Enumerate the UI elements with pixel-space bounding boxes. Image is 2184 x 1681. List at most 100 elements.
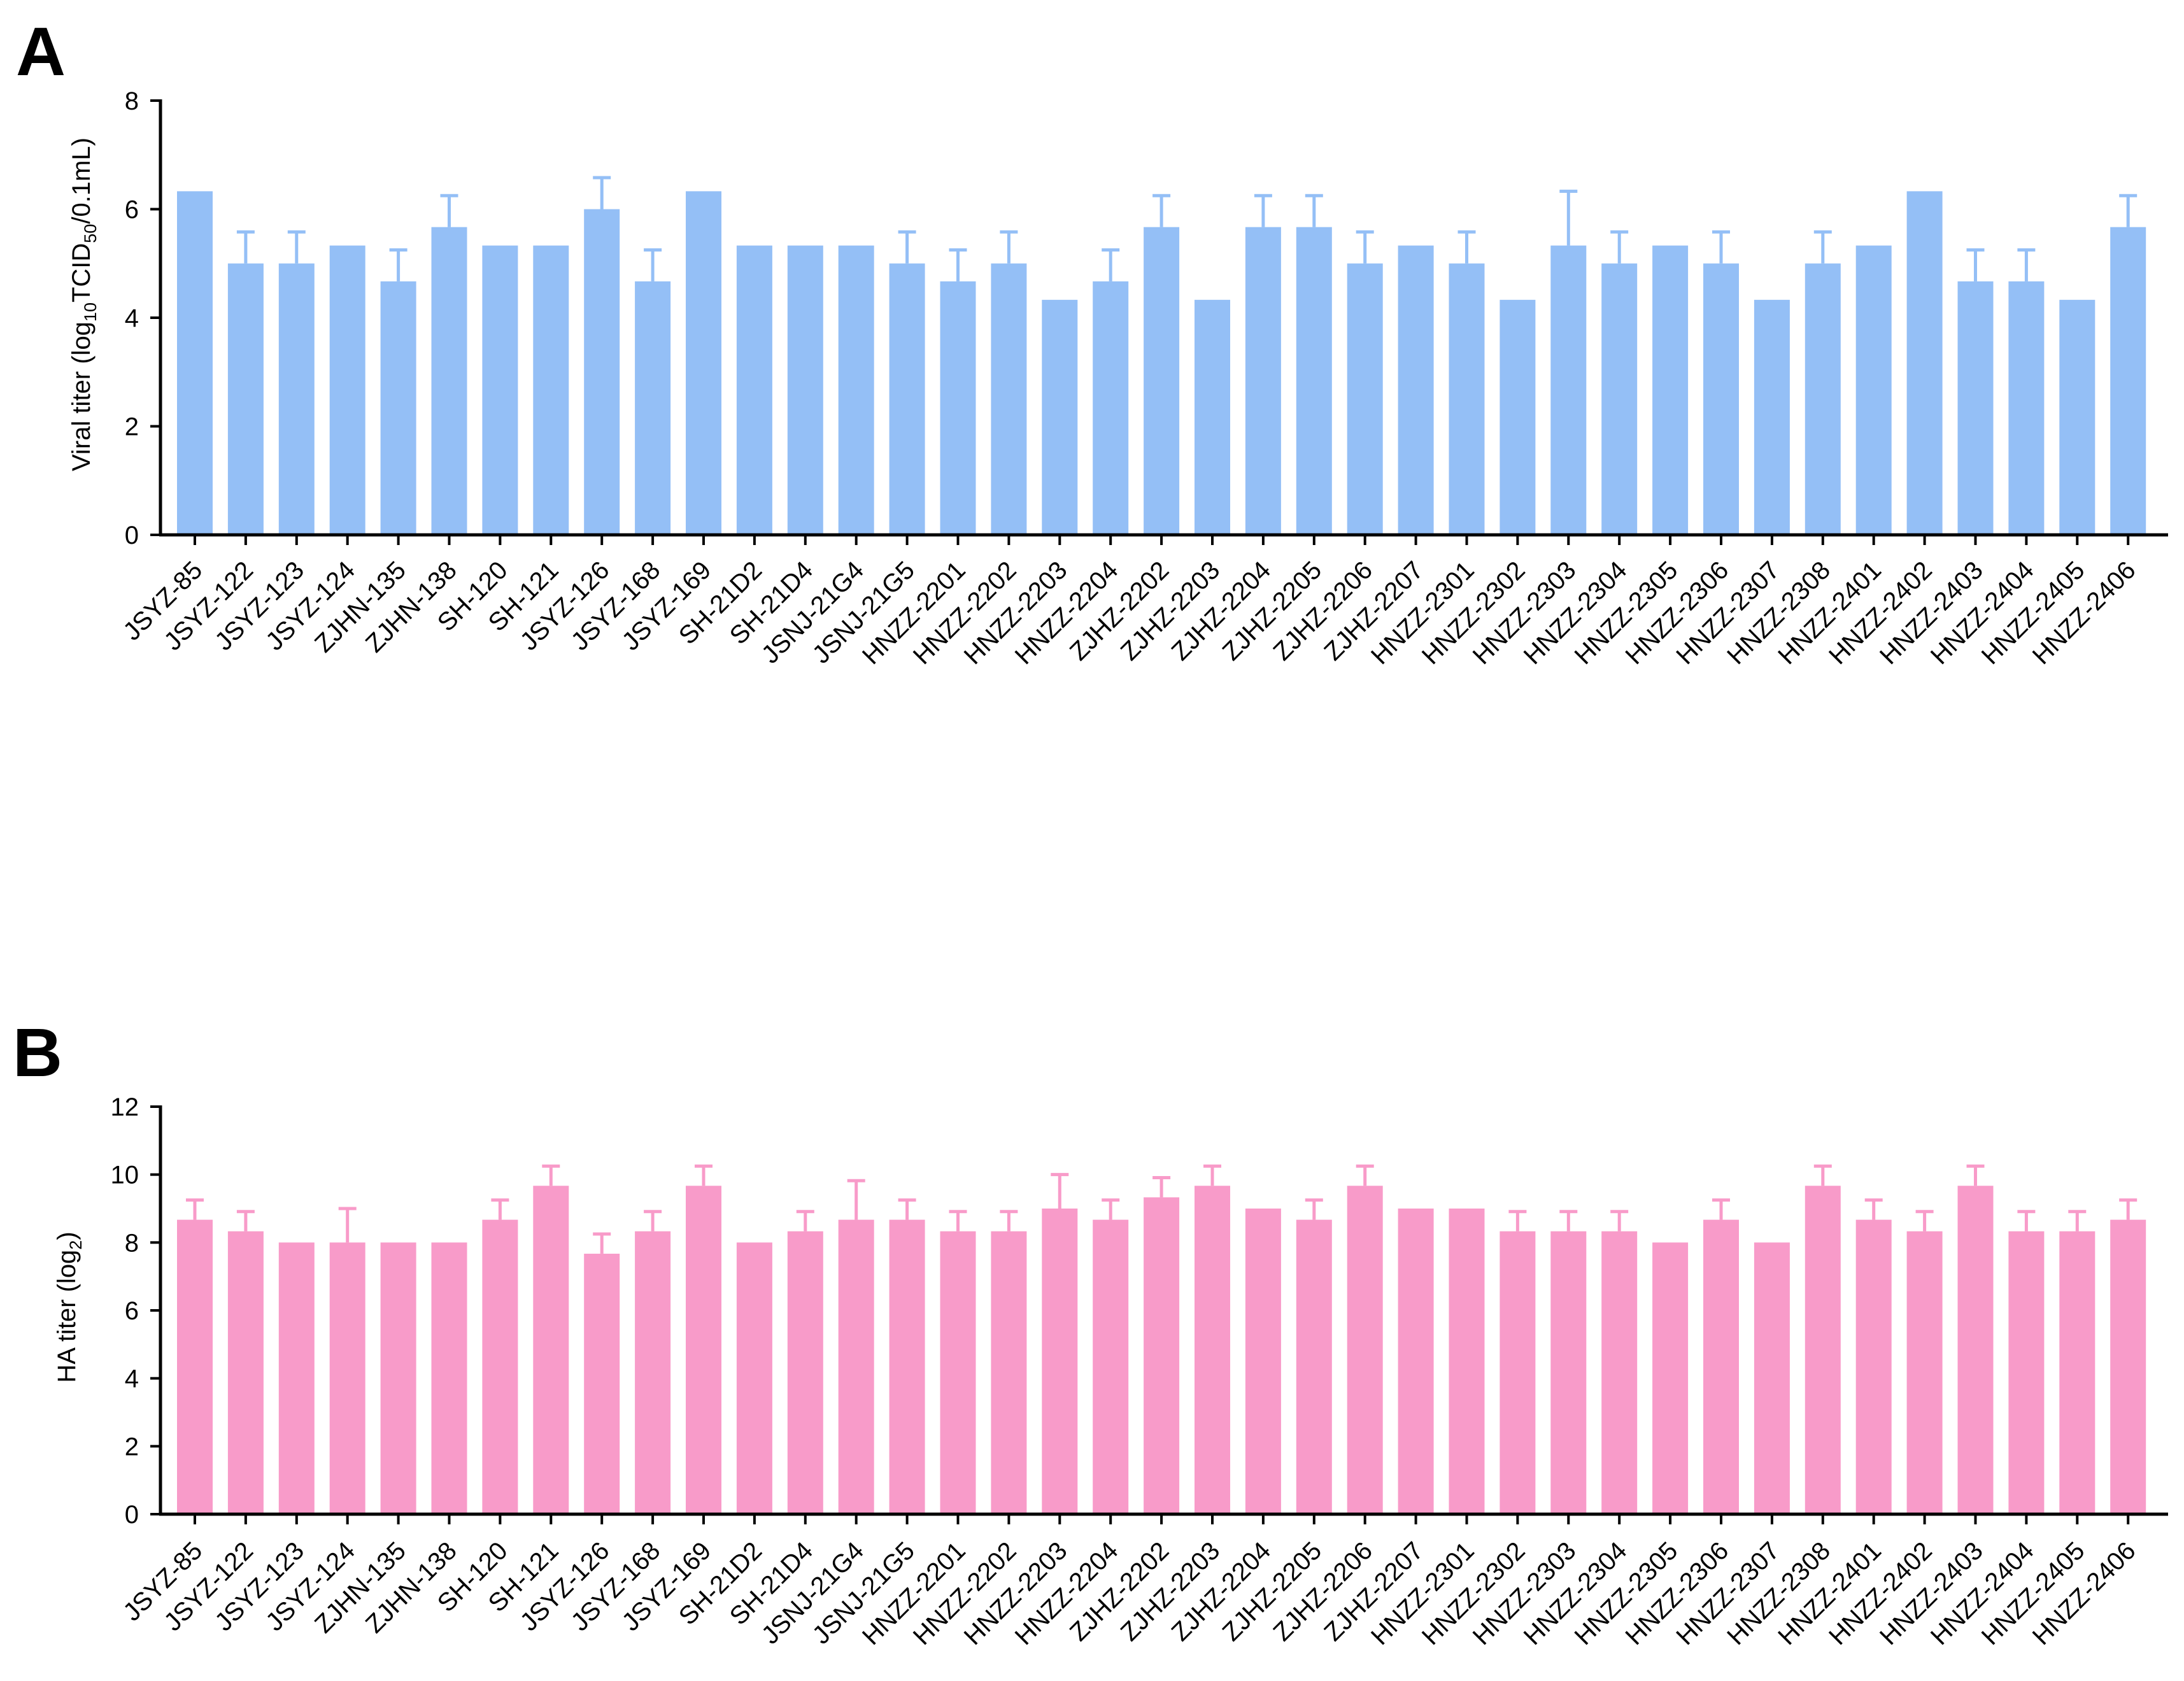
panel-b-bar — [584, 1253, 620, 1514]
panel-a: A 0 2 4 6 8 JSYZ-85JSYZ-122JSYZ-123JSYZ-124Z… — [16, 13, 2168, 670]
panel-b-bar — [1347, 1186, 1383, 1514]
panel-a-bar — [1703, 263, 1739, 535]
panel-b-bar — [889, 1219, 925, 1514]
panel-b-bars — [177, 1164, 2146, 1514]
panel-b: B 0 2 4 6 8 10 12 JSYZ-85JSYZ-122JSYZ-123JSYZ-… — [13, 1014, 2168, 1650]
panel-b-bar — [1957, 1186, 1994, 1514]
panel-b-bar — [227, 1231, 264, 1514]
panel-a-bar — [1500, 299, 1536, 535]
panel-b-bar — [635, 1231, 671, 1514]
panel-b-bar — [2110, 1219, 2146, 1514]
panel-b-bar — [940, 1231, 976, 1514]
panel-b-y-tick-label: 0 — [125, 1501, 139, 1529]
panel-b-bar — [533, 1186, 569, 1514]
panel-b-bar — [1906, 1231, 1943, 1514]
panel-a-y-tick-label: 6 — [125, 196, 139, 224]
panel-a-y-tick-label: 8 — [125, 87, 139, 115]
panel-a-bar — [1042, 299, 1078, 535]
panel-b-bar — [2059, 1231, 2095, 1514]
panel-a-bar — [1601, 263, 1638, 535]
panel-b-bar — [1703, 1219, 1739, 1514]
panel-a-y-tick-label: 2 — [125, 413, 139, 441]
panel-a-bar — [736, 245, 772, 535]
panel-a-bar — [177, 191, 213, 535]
panel-a-bar — [940, 281, 976, 535]
panel-b-y-axis-title: HA titer (log2) — [53, 1231, 85, 1382]
panel-a-y-tick-label: 0 — [125, 521, 139, 550]
panel-a-bar — [1144, 227, 1180, 535]
panel-a-letter: A — [16, 13, 66, 90]
panel-b-y-tick-label: 10 — [111, 1161, 139, 1189]
panel-a-bar — [1754, 299, 1790, 535]
panel-b-letter: B — [13, 1014, 62, 1091]
panel-a-bar — [329, 245, 365, 535]
panel-a-bar — [1347, 263, 1383, 535]
panel-b-bar — [1754, 1242, 1790, 1514]
panel-a-y-tick-label: 4 — [125, 304, 139, 332]
panel-a-bar — [838, 245, 874, 535]
panel-a-bar — [1195, 299, 1230, 535]
panel-b-y-tick-label: 2 — [125, 1433, 139, 1461]
panel-b-bar — [1245, 1209, 1281, 1514]
panel-b-bar — [1500, 1231, 1536, 1514]
panel-a-bar — [278, 263, 315, 535]
panel-a-bar — [1550, 245, 1587, 535]
panel-b-bar — [991, 1231, 1027, 1514]
panel-a-bar — [991, 263, 1027, 535]
panel-b-bar — [686, 1186, 721, 1514]
panel-a-bar — [635, 281, 671, 535]
panel-b-bar — [838, 1219, 874, 1514]
panel-b-axes: 0 2 4 6 8 10 12 — [111, 1093, 2168, 1529]
panel-b-bar — [1296, 1219, 1332, 1514]
panel-b-bar — [1449, 1209, 1485, 1514]
panel-b-bar — [278, 1242, 315, 1514]
panel-a-bar — [533, 245, 569, 535]
panel-a-bar — [2110, 227, 2146, 535]
panel-a-bar — [1093, 281, 1129, 535]
panel-b-y-tick-label: 6 — [125, 1297, 139, 1325]
panel-a-y-axis-title: Viral titer (log10TCID50/0.1mL) — [67, 138, 100, 471]
panel-b-bar — [1652, 1242, 1689, 1514]
panel-b-bar — [482, 1219, 518, 1514]
panel-a-bar — [1855, 245, 1892, 535]
panel-b-bar — [2008, 1231, 2045, 1514]
panel-b-bar — [1195, 1186, 1230, 1514]
panel-a-bar — [1957, 281, 1994, 535]
panel-a-bar — [482, 245, 518, 535]
panel-b-bar — [1855, 1219, 1892, 1514]
panel-b-bar — [1093, 1219, 1129, 1514]
panel-a-bars — [177, 176, 2146, 535]
panel-b-bar — [736, 1242, 772, 1514]
panel-b-bar — [1042, 1209, 1078, 1514]
panel-a-category-labels: JSYZ-85JSYZ-122JSYZ-123JSYZ-124ZJHN-135Z… — [118, 556, 2141, 670]
panel-a-bar — [1245, 227, 1281, 535]
panel-a-bar — [1652, 245, 1689, 535]
panel-a-axes: 0 2 4 6 8 — [125, 87, 2168, 550]
panel-a-bar — [1906, 191, 1943, 535]
panel-a-bar — [380, 281, 416, 535]
panel-b-y-tick-label: 4 — [125, 1365, 139, 1393]
panel-b-bar — [1601, 1231, 1638, 1514]
panel-b-bar — [329, 1242, 365, 1514]
panel-a-bar — [1449, 263, 1485, 535]
panel-b-bar — [431, 1242, 467, 1514]
panel-a-bar — [431, 227, 467, 535]
panel-b-bar — [1144, 1197, 1180, 1514]
panel-b-bar — [1550, 1231, 1587, 1514]
panel-b-bar — [380, 1242, 416, 1514]
panel-b-bar — [1805, 1186, 1841, 1514]
panel-b-y-tick-label: 12 — [111, 1093, 139, 1121]
panel-b-y-tick-label: 8 — [125, 1229, 139, 1257]
panel-a-bar — [1398, 245, 1434, 535]
panel-b-bar — [1398, 1209, 1434, 1514]
panel-a-bar — [584, 209, 620, 535]
panel-a-bar — [889, 263, 925, 535]
panel-a-bar — [227, 263, 264, 535]
panel-b-bar — [787, 1231, 823, 1514]
panel-a-bar — [787, 245, 823, 535]
panel-b-bar — [177, 1219, 213, 1514]
panel-a-bar — [2059, 299, 2095, 535]
panel-a-bar — [1296, 227, 1332, 535]
panel-a-bar — [2008, 281, 2045, 535]
